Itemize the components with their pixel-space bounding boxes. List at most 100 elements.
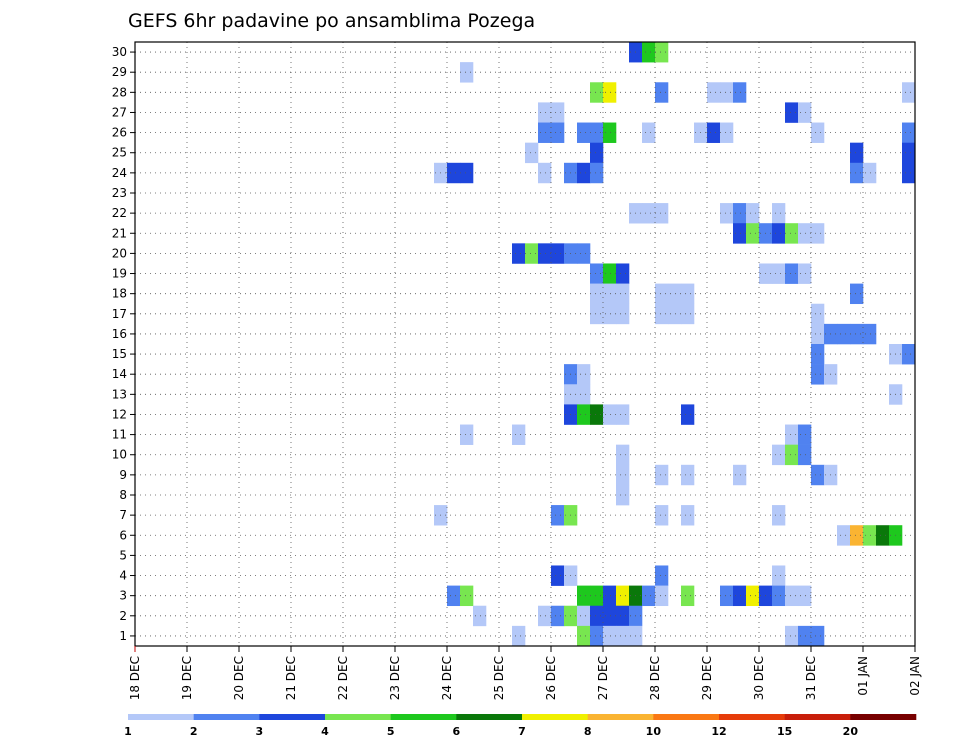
heatmap-cell [642, 122, 656, 143]
heatmap-cell [655, 203, 669, 224]
heatmap-cell [772, 565, 786, 586]
grid-lines [135, 42, 915, 646]
heatmap-cell [603, 82, 617, 103]
heatmap-cell [603, 605, 617, 627]
heatmap-cell [460, 424, 474, 445]
y-tick-label: 19 [112, 267, 127, 281]
heatmap-cell [447, 585, 461, 607]
heatmap-cell [590, 283, 604, 305]
x-tick-label: 21 DEC [284, 656, 298, 700]
heatmap-cell [616, 484, 630, 506]
x-tick-label: 28 DEC [648, 656, 662, 700]
heatmap-cell [772, 223, 786, 244]
heatmap-cell [746, 203, 760, 224]
heatmap-cell [811, 364, 825, 385]
colorbar-label: 12 [711, 725, 726, 738]
y-tick-label: 21 [112, 226, 127, 240]
colorbar-label: 4 [321, 725, 329, 738]
colorbar-segment [193, 714, 260, 720]
y-tick-label: 1 [119, 629, 127, 643]
heatmap-cell [785, 444, 799, 466]
colorbar-label: 7 [518, 725, 526, 738]
heatmap-cell [733, 203, 747, 224]
heatmap-cell [616, 404, 630, 425]
heatmap-cell [590, 404, 604, 425]
heatmap-cell [785, 625, 799, 647]
colorbar-segment [719, 714, 785, 720]
heatmap-cell [850, 162, 864, 184]
x-tick-label: 25 DEC [492, 656, 506, 700]
heatmap-cell [811, 303, 825, 325]
heatmap-cell [460, 62, 474, 83]
heatmap-cell [616, 444, 630, 466]
x-tick-label: 24 DEC [440, 656, 454, 700]
heatmap-cell [733, 82, 747, 103]
heatmap-cell [616, 464, 630, 486]
heatmap-cell [590, 585, 604, 607]
y-tick-label: 5 [119, 548, 127, 562]
y-tick-label: 7 [119, 508, 127, 522]
heatmap-cell [616, 625, 630, 647]
heatmap-cell [551, 102, 565, 123]
heatmap-cell [538, 243, 552, 264]
heatmap-cell [642, 42, 656, 63]
heatmap-cell [811, 223, 825, 244]
y-tick-label: 25 [112, 146, 127, 160]
heatmap-cells [434, 42, 916, 647]
heatmap-cell [720, 122, 734, 143]
heatmap-cell [603, 303, 617, 325]
heatmap-cell [590, 82, 604, 103]
heatmap-cell [590, 142, 604, 164]
heatmap-cell [902, 142, 916, 164]
y-tick-label: 20 [112, 246, 127, 260]
heatmap-cell [551, 122, 565, 143]
x-tick-label: 18 DEC [128, 656, 142, 700]
heatmap-cell [577, 404, 591, 425]
y-tick-label: 14 [112, 367, 127, 381]
heatmap-cell [616, 283, 630, 305]
y-tick-label: 12 [112, 407, 127, 421]
heatmap-cell [551, 243, 565, 264]
heatmap-cell [512, 424, 526, 445]
colorbar-segment [522, 714, 588, 720]
heatmap-cell [603, 263, 617, 284]
heatmap-cell [733, 464, 747, 486]
heatmap-cell [837, 323, 851, 345]
heatmap-cell [720, 585, 734, 607]
x-tick-label: 23 DEC [388, 656, 402, 700]
heatmap-cell [668, 303, 682, 325]
y-tick-label: 17 [112, 307, 127, 321]
heatmap-cell [577, 364, 591, 385]
heatmap-cell [707, 82, 721, 103]
y-tick-label: 13 [112, 387, 127, 401]
heatmap-cell [798, 263, 812, 284]
y-tick-label: 27 [112, 105, 127, 119]
heatmap-cell [616, 585, 630, 607]
x-tick-label: 19 DEC [180, 656, 194, 700]
heatmap-cell [512, 625, 526, 647]
heatmap-cell [577, 605, 591, 627]
heatmap-cell [733, 223, 747, 244]
heatmap-cell [772, 203, 786, 224]
colorbar-segment [587, 714, 654, 720]
heatmap-cell [902, 162, 916, 184]
heatmap-cell [902, 344, 916, 365]
colorbar-label: 20 [843, 725, 859, 738]
heatmap-cell [642, 585, 656, 607]
y-tick-label: 6 [119, 528, 127, 542]
x-tick-label: 20 DEC [232, 656, 246, 700]
heatmap-cell [655, 505, 669, 526]
heatmap-cell [681, 585, 695, 607]
heatmap-cell [902, 122, 916, 143]
heatmap-cell [590, 122, 604, 143]
colorbar-label: 5 [387, 725, 395, 738]
heatmap-cell [551, 505, 565, 526]
colorbar-label: 3 [256, 725, 264, 738]
heatmap-cell [642, 203, 656, 224]
heatmap-cell [447, 162, 461, 184]
heatmap-cell [577, 384, 591, 405]
heatmap-cell [603, 404, 617, 425]
x-tick-label: 02 JAN [908, 656, 922, 696]
heatmap-cell [876, 525, 890, 546]
heatmap-cell [811, 344, 825, 365]
